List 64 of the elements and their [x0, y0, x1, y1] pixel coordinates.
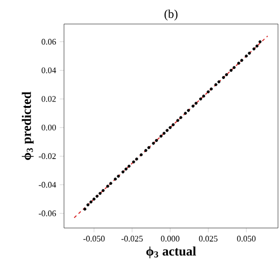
point	[210, 87, 213, 90]
point	[98, 192, 102, 195]
point	[109, 182, 112, 185]
point	[144, 148, 148, 152]
point	[225, 73, 228, 76]
point	[140, 153, 143, 156]
point	[96, 194, 99, 198]
point	[147, 146, 150, 150]
x-tick-label: -0.050	[83, 236, 105, 242]
point	[240, 58, 244, 62]
point	[102, 189, 105, 192]
point	[230, 68, 233, 72]
point	[192, 104, 195, 108]
point	[168, 126, 172, 130]
point	[206, 90, 210, 94]
point	[154, 138, 158, 142]
x-tick-label: 0.025	[199, 236, 218, 242]
x-tick-label: 0.000	[160, 236, 180, 242]
point	[114, 178, 117, 181]
point	[237, 62, 240, 65]
point	[160, 134, 163, 138]
point	[116, 174, 120, 178]
point	[166, 128, 169, 132]
point	[255, 44, 258, 48]
point	[172, 123, 175, 126]
point	[214, 83, 218, 86]
point	[184, 112, 187, 115]
point	[217, 80, 220, 84]
y-tick-label: 0.04	[42, 67, 56, 74]
point	[248, 52, 251, 55]
point	[152, 142, 155, 145]
point	[121, 170, 124, 174]
point	[199, 97, 202, 100]
point	[179, 116, 182, 120]
y-tick-label: -0.02	[38, 153, 56, 160]
y-tick-label: 0.02	[42, 96, 56, 102]
point	[186, 108, 190, 112]
y-tick-label: 0.00	[42, 124, 56, 130]
y-tick-label: 0.06	[42, 38, 56, 45]
point	[176, 118, 180, 122]
y-tick-label: -0.04	[38, 182, 56, 188]
point	[124, 168, 128, 171]
point	[92, 198, 96, 201]
x-tick-label: 0.050	[237, 236, 256, 242]
x-tick-label: -0.025	[121, 236, 143, 242]
point	[252, 47, 256, 50]
point	[83, 208, 86, 211]
point	[258, 40, 262, 44]
point	[232, 66, 236, 69]
x-axis-title: ϕ$_{3}$ actual	[146, 246, 196, 258]
point	[106, 184, 110, 188]
y-axis-title: ϕ$_{3}$ predicted	[22, 92, 34, 160]
chart-title: (b)	[164, 10, 178, 20]
point	[128, 164, 131, 168]
point	[162, 132, 166, 135]
point	[244, 54, 248, 58]
point	[135, 158, 138, 161]
point	[89, 200, 92, 204]
point	[86, 203, 90, 206]
point	[132, 160, 136, 164]
point	[222, 76, 225, 80]
point	[194, 102, 198, 105]
y-tick-label: -0.06	[38, 210, 56, 216]
point	[202, 94, 206, 98]
